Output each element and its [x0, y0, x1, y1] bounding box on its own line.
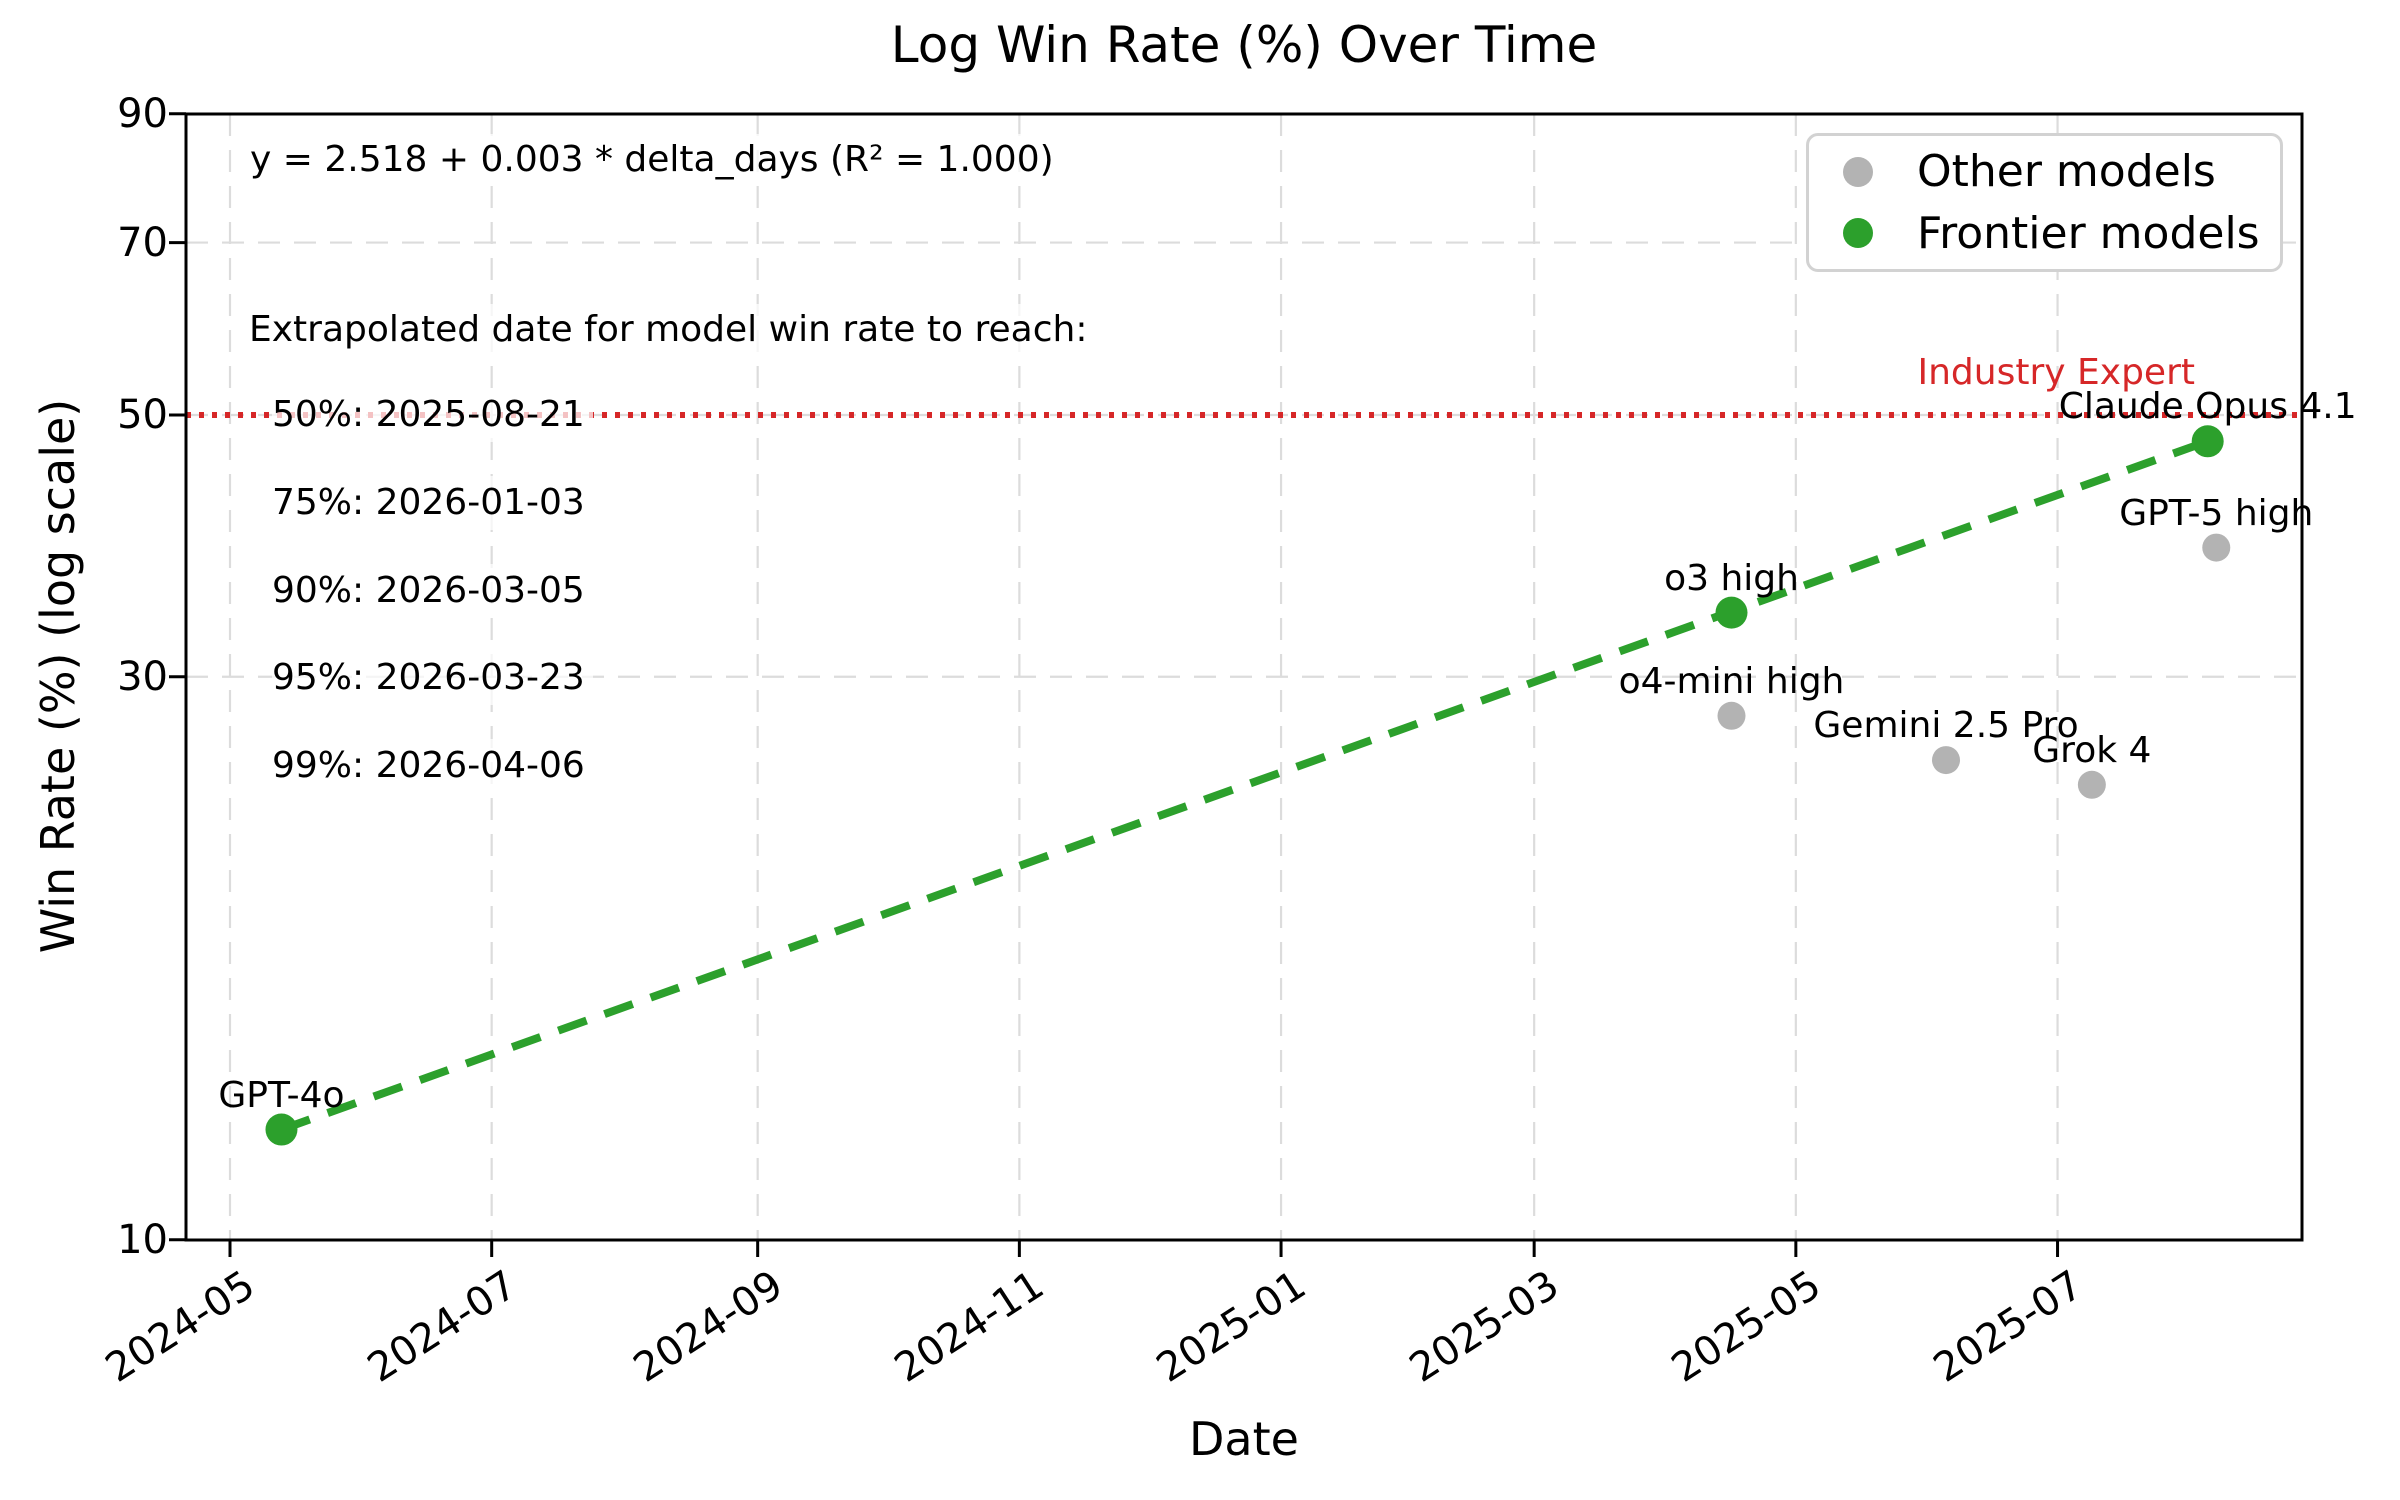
- x-axis-label: Date: [1189, 1412, 1299, 1466]
- data-point-o4-mini-high: [1717, 701, 1746, 730]
- industry-expert-label: Industry Expert: [1917, 352, 2196, 393]
- data-point-o3-high: [1715, 596, 1748, 629]
- plot-border: [184, 112, 2304, 1242]
- point-label: GPT-5 high: [2119, 492, 2314, 534]
- y-tick-label: 10: [117, 1216, 168, 1263]
- other-models-marker-icon: [1843, 156, 1873, 187]
- point-label: GPT-4o: [218, 1074, 345, 1116]
- point-label: Grok 4: [2032, 729, 2152, 771]
- x-tick-label: 2024-05: [98, 1262, 405, 1392]
- y-tick-label: 30: [117, 653, 168, 700]
- x-tick-label: 2025-03: [1402, 1262, 1709, 1392]
- y-tick-label: 90: [117, 90, 168, 137]
- data-point-gpt-4o: [265, 1113, 298, 1146]
- x-tick-label: 2024-11: [887, 1262, 1194, 1392]
- x-tick-label: 2025-01: [1149, 1262, 1456, 1392]
- chart-title: Log Win Rate (%) Over Time: [890, 16, 1598, 74]
- fit-equation: y = 2.518 + 0.003 * delta_days (R² = 1.0…: [250, 134, 1060, 186]
- x-tick-label: 2025-07: [1925, 1262, 2233, 1392]
- extrapolation-entry: 75%: 2026-01-03: [272, 475, 593, 530]
- extrapolation-entry: 50%: 2025-08-21: [272, 388, 593, 442]
- point-label: Claude Opus 4.1: [2058, 386, 2357, 428]
- point-label: o3 high: [1664, 557, 1799, 599]
- extrapolation-header: Extrapolated date for model win rate to …: [249, 304, 1088, 356]
- data-point-grok-4: [2077, 770, 2106, 799]
- extrapolation-entry: 99%: 2026-04-06: [272, 739, 593, 794]
- y-tick-label: 70: [117, 219, 168, 266]
- frontier-models-marker-icon: [1843, 218, 1873, 249]
- data-point-claude-opus-4-1: [2191, 425, 2224, 458]
- legend-item-frontier: Frontier models: [1843, 208, 2280, 259]
- legend-item-other: Other models: [1843, 146, 2280, 197]
- legend: Other models Frontier models: [1806, 133, 2283, 272]
- x-tick-label: 2025-05: [1664, 1262, 1971, 1392]
- x-tick-label: 2024-07: [360, 1262, 667, 1392]
- extrapolation-entry: 90%: 2026-03-05: [272, 563, 593, 618]
- data-point-gemini-2-5-pro: [1932, 746, 1960, 775]
- x-tick-label: 2024-09: [625, 1262, 933, 1392]
- point-label: Gemini 2.5 Pro: [1813, 705, 2079, 747]
- legend-label: Frontier models: [1917, 207, 2260, 259]
- point-label: o4-mini high: [1618, 660, 1845, 702]
- y-tick-label: 50: [117, 392, 168, 438]
- extrapolation-entry: 95%: 2026-03-23: [272, 651, 593, 706]
- data-point-gpt-5-high: [2202, 533, 2231, 562]
- legend-label: Other models: [1917, 146, 2216, 198]
